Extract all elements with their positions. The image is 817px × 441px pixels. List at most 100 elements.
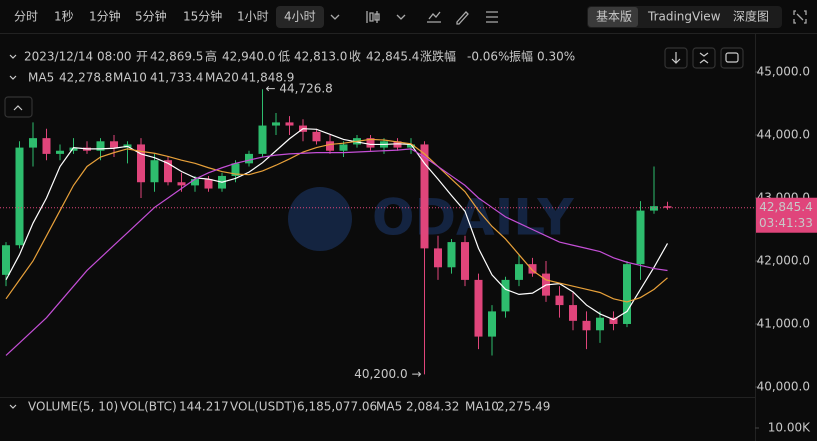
interval-tab[interactable]: 5分钟 [135,9,167,24]
candle-body [609,317,618,324]
candle-body [596,317,604,331]
candle-body [164,160,172,183]
candle-body [434,248,442,268]
ma-value: 41,848.9 [241,71,294,85]
interval-tab[interactable]: 4小时 [284,10,316,24]
info-label: 振幅 [509,49,533,64]
candle-body [272,122,280,126]
volume-legend: MA5 [376,400,402,414]
last-price-tag [756,197,817,233]
candle-body [56,150,64,154]
candle-body [258,125,267,154]
ma-value: 42,278.8 [59,71,112,85]
candle-body [623,264,631,324]
candle-body [528,264,537,274]
ma-name: MA20 [205,71,239,85]
candle-body [420,144,429,249]
info-label: 涨跌幅 [420,49,456,64]
volume-legend: VOL(BTC) [120,400,177,414]
candle-body [663,206,672,208]
candle-body [366,138,375,148]
info-label: 收 [349,50,361,64]
candle-body [515,264,523,280]
candle-body [447,242,456,268]
candle-body [177,182,186,186]
watermark-logo [288,187,352,251]
volume-tick-label: 10.00K [768,421,811,435]
ma-name: MA10 [113,71,147,85]
candle-body [110,141,118,148]
candle-body [42,138,51,154]
ma-line [5,138,668,303]
candle-body [15,147,24,246]
info-value: -0.06% [467,50,509,64]
interval-tab[interactable]: 1分钟 [89,9,121,24]
watermark: ODAILY [372,189,574,247]
info-value: 42,845.4 [366,50,419,64]
datetime: 2023/12/14 08:00 [24,50,132,64]
volume-legend: 144.217 [179,400,229,414]
info-value: 42,813.0 [294,50,347,64]
candle-body [474,279,483,337]
chart-layer: 分时 1秒 1分钟 5分钟 15分钟 1小时 4小时 基本版 TradingView 深度图 202… [0,6,817,435]
interval-tab[interactable]: 分时 [14,10,38,24]
info-label: 开 [136,50,148,64]
view-tab[interactable]: 基本版 [596,10,632,24]
candle-body [339,144,348,151]
candle-body [582,320,591,331]
candle-body [501,279,510,312]
interval-tab[interactable]: 1秒 [54,10,74,24]
toolbar-icons[interactable] [330,10,807,25]
y-tick-label: 40,000.0 [757,379,810,393]
candle-body [96,141,105,151]
candle-body [191,179,199,186]
interval-tab[interactable]: 15分钟 [183,9,222,24]
volume-legend: 2,275.49 [497,400,550,414]
candle-body [461,242,469,280]
interval-tab[interactable]: 1小时 [237,10,269,24]
view-tab[interactable]: 深度图 [733,9,769,24]
candle-body [636,210,645,265]
countdown: 03:41:33 [759,216,813,230]
volume-legend: 2,084.32 [406,400,459,414]
last-price: 42,845.4 [759,200,812,214]
active-view [588,7,638,27]
pane-buttons[interactable] [4,47,744,409]
candle-body [29,138,37,148]
volume-legend: VOLUME(5, 10) [28,400,118,414]
candle-body [407,144,415,148]
info-value: 42,869.5 [150,50,203,64]
y-tick-label: 41,000.0 [757,316,810,330]
candle-body [231,163,240,176]
info-label: 低 [278,50,290,64]
candle-body [150,160,159,183]
view-tab[interactable]: TradingView [647,10,721,24]
candle-body [312,131,321,142]
candle-body [555,295,564,306]
volume-legend: MA10 [465,400,499,414]
candle-body [326,141,334,151]
candle-body [393,141,402,148]
y-tick-label: 45,000.0 [757,64,810,78]
candle-body [2,245,10,275]
info-value: 0.30% [537,50,575,64]
candle-body [569,305,577,321]
y-tick-label: 42,000.0 [757,253,810,267]
ma-name: MA5 [28,71,54,85]
volume-legend: 6,185,077.06 [297,400,377,414]
candle-body [69,147,78,151]
ma-line [5,128,669,321]
volume-legend: VOL(USDT) [230,400,296,414]
ma-value: 41,733.4 [150,71,203,85]
candle-body [285,122,294,126]
candle-body [245,153,253,164]
info-value: 42,940.0 [222,50,275,64]
high-label: ← 44,726.8 [266,82,333,96]
y-tick-label: 44,000.0 [757,127,810,141]
active-interval [276,6,324,28]
candle-body [137,144,145,183]
candle-body [650,206,658,211]
info-label: 高 [205,49,217,64]
